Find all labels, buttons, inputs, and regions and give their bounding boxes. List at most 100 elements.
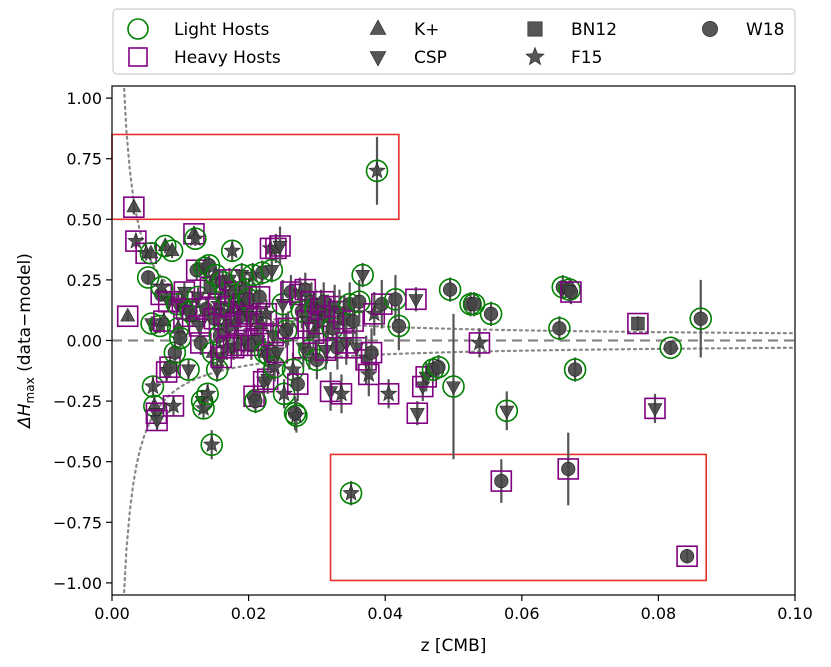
heavy-host-square	[146, 409, 168, 432]
light-host-ring	[200, 433, 224, 457]
data-points-group	[116, 136, 713, 568]
heavy-host-square	[266, 341, 289, 364]
x-tick-label: 0.02	[231, 604, 267, 623]
light-host-ring	[283, 401, 307, 425]
marker-circle	[388, 292, 403, 307]
marker-star	[202, 435, 221, 453]
x-tick-label: 0.00	[94, 604, 130, 623]
marker-triangle-up	[126, 198, 142, 213]
marker-star	[164, 396, 183, 414]
marker-star	[359, 365, 378, 382]
marker-star	[368, 161, 386, 179]
marker-star	[153, 277, 171, 295]
light-host-ring	[141, 375, 165, 398]
marker-circle	[494, 473, 509, 489]
marker-triangle-down	[181, 364, 196, 379]
marker-triangle-down	[318, 345, 334, 359]
marker-triangle-down	[269, 347, 285, 362]
legend-label: F15	[571, 48, 602, 68]
legend-item: Heavy Hosts	[128, 47, 281, 68]
data-point	[360, 328, 383, 377]
legend-triangle-up-icon	[369, 19, 387, 35]
data-point	[339, 481, 363, 506]
data-point	[644, 393, 666, 423]
data-point	[468, 328, 491, 358]
marker-triangle-down	[408, 294, 424, 308]
envelope-lower	[122, 346, 794, 595]
data-point	[495, 391, 519, 431]
marker-circle	[252, 289, 267, 304]
marker-circle	[552, 321, 567, 336]
legend-item: Light Hosts	[127, 18, 270, 40]
data-point	[627, 312, 649, 335]
x-tick-label: 0.04	[367, 604, 403, 623]
light-host-ring	[387, 314, 411, 338]
legend-triangle-down-icon	[369, 51, 387, 67]
heavy-host-square	[116, 305, 139, 328]
data-point	[188, 313, 211, 339]
marker-circle	[391, 318, 406, 334]
y-tick-label: 1.00	[66, 89, 102, 108]
y-tick-label: −1.00	[53, 574, 102, 593]
marker-triangle-up	[306, 324, 321, 339]
marker-circle	[141, 270, 156, 285]
y-axis-label-symbol: ΔH	[15, 403, 35, 430]
legend-label: Heavy Hosts	[174, 48, 281, 68]
heavy-host-square	[627, 312, 649, 335]
legend: Light Hosts Heavy Hosts K+ CSP BN12 F15 W18	[112, 8, 796, 75]
data-point	[442, 313, 465, 460]
legend-label: CSP	[414, 48, 447, 68]
data-point	[377, 379, 400, 409]
data-point	[319, 372, 342, 411]
marker-triangle-down	[446, 381, 461, 396]
data-point	[153, 310, 175, 332]
light-host-ring	[659, 336, 682, 360]
data-point	[351, 262, 374, 288]
light-host-ring	[205, 358, 229, 381]
heavy-host-square	[406, 402, 429, 425]
marker-circle	[352, 294, 367, 309]
data-point	[200, 430, 224, 460]
marker-star	[287, 406, 306, 424]
marker-circle	[567, 362, 583, 377]
legend-item: K+	[369, 19, 439, 40]
heavy-host-square	[560, 281, 582, 303]
legend-item: CSP	[369, 48, 447, 68]
marker-star	[470, 333, 489, 351]
marker-circle	[290, 377, 305, 392]
y-tick-label: −0.25	[53, 392, 102, 411]
marker-circle	[693, 311, 708, 326]
legend-frame	[112, 8, 796, 75]
marker-star	[223, 241, 242, 259]
marker-circle	[298, 282, 313, 297]
heavy-host-square	[405, 288, 427, 311]
data-point	[196, 382, 219, 406]
data-point	[266, 338, 289, 368]
marker-star	[265, 357, 284, 375]
marker-circle	[248, 393, 263, 409]
light-host-ring	[689, 307, 713, 330]
light-host-ring	[442, 375, 465, 398]
x-tick-label: 0.10	[777, 604, 813, 623]
marker-triangle-down	[647, 403, 663, 417]
data-point	[659, 336, 682, 360]
marker-triangle-up	[143, 244, 159, 259]
x-axis-label: z [CMB]	[421, 636, 487, 656]
data-point	[269, 226, 291, 266]
legend-square-icon	[527, 21, 543, 37]
y-axis-label: ΔHmax (data−model)	[15, 253, 37, 430]
marker-star	[194, 399, 213, 416]
legend-light-host-icon	[127, 18, 149, 40]
legend-item: W18	[702, 20, 784, 40]
data-point	[146, 409, 168, 432]
marker-circle	[330, 340, 345, 355]
data-point	[560, 279, 582, 305]
heavy-host-square	[377, 383, 400, 405]
legend-item: BN12	[527, 20, 617, 40]
data-point	[141, 375, 165, 398]
data-point	[244, 388, 267, 414]
heavy-host-square	[256, 368, 279, 391]
heavy-host-square	[162, 395, 185, 417]
data-point	[248, 282, 271, 312]
marker-circle	[173, 330, 188, 346]
